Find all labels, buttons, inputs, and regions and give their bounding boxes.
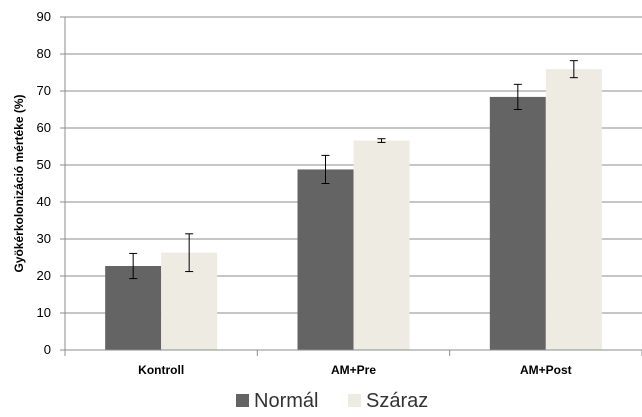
y-tick-label: 30 <box>37 231 51 246</box>
legend-swatch <box>348 394 361 407</box>
bar <box>489 96 546 350</box>
y-tick-label: 0 <box>44 342 51 357</box>
legend-item: Normál <box>236 390 318 412</box>
legend: Normál Száraz <box>236 390 428 412</box>
bars <box>105 60 602 351</box>
legend-item: Száraz <box>348 390 428 412</box>
x-tick-label: Kontroll <box>138 363 184 377</box>
x-tick-label: AM+Post <box>520 363 572 377</box>
y-axis-title: Gyökérkolonizáció mértéke (%) <box>12 94 26 272</box>
legend-swatch <box>236 394 249 407</box>
bar <box>353 140 410 350</box>
y-tick-label: 40 <box>37 194 51 209</box>
legend-label: Száraz <box>366 390 428 412</box>
y-tick-label: 10 <box>37 305 51 320</box>
y-tick-label: 80 <box>37 46 51 61</box>
legend-label: Normál <box>254 390 318 412</box>
y-tick-label: 70 <box>37 83 51 98</box>
x-tick-label: AM+Pre <box>331 363 376 377</box>
y-tick-label: 60 <box>37 120 51 135</box>
y-tick-label: 90 <box>37 9 51 24</box>
y-tick-label: 50 <box>37 157 51 172</box>
y-tick-label: 20 <box>37 268 51 283</box>
bar <box>545 69 602 351</box>
bar <box>297 169 354 350</box>
axes <box>60 16 642 356</box>
bar <box>105 266 162 350</box>
labels: 0 10 20 30 40 50 60 70 80 90 Kontroll AM+Pre AM+Post <box>37 9 572 377</box>
